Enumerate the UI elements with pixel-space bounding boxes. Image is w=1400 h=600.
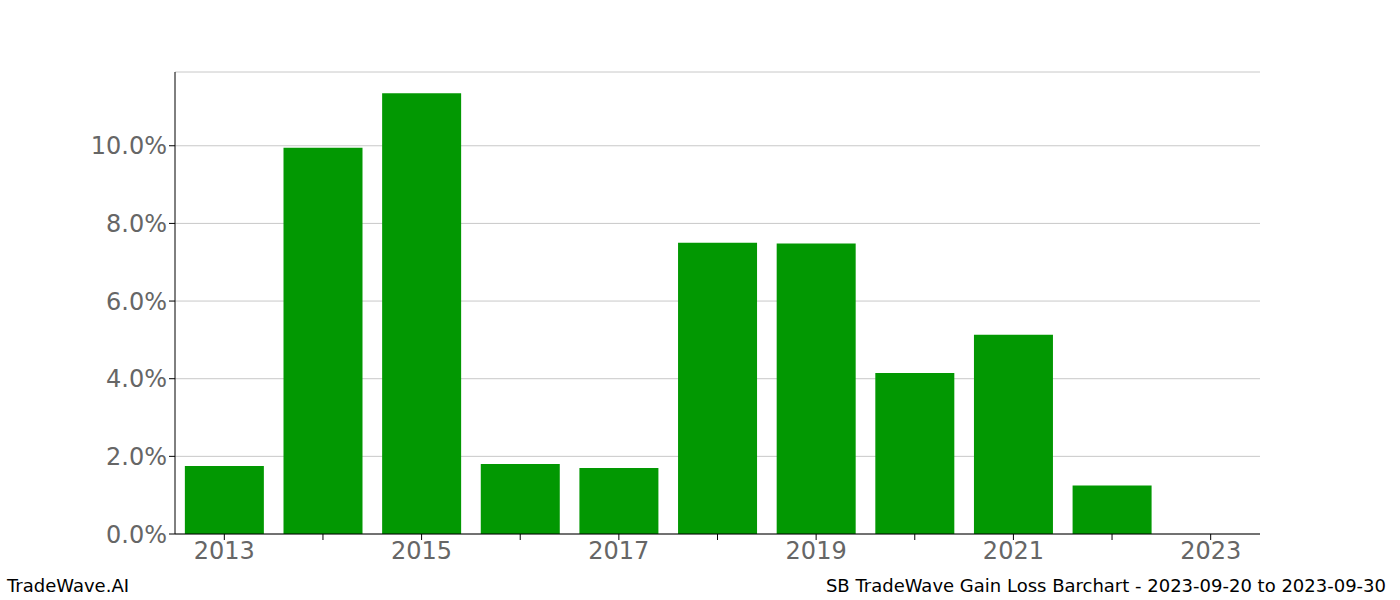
- html-text:TradeWave.AI: TradeWave.AI: [7, 575, 129, 596]
- svg-text:2015: 2015: [391, 537, 452, 565]
- svg-text:2013: 2013: [194, 537, 255, 565]
- svg-text:2023: 2023: [1180, 537, 1241, 565]
- svg-text:0.0%: 0.0%: [106, 521, 167, 549]
- svg-text:4.0%: 4.0%: [106, 365, 167, 393]
- html-text:SB TradeWave Gain Loss Barchar: SB TradeWave Gain Loss Barchart - 2023-0…: [825, 575, 1386, 596]
- svg-text:6.0%: 6.0%: [106, 288, 167, 316]
- svg-text:2019: 2019: [786, 537, 847, 565]
- svg-text:2.0%: 2.0%: [106, 443, 167, 471]
- svg-text:8.0%: 8.0%: [106, 210, 167, 238]
- svg-text:2021: 2021: [983, 537, 1044, 565]
- svg-text:10.0%: 10.0%: [91, 132, 167, 160]
- svg-text:2017: 2017: [588, 537, 649, 565]
